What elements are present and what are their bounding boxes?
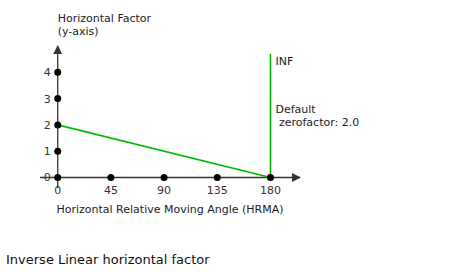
y-tick-label: 0 — [44, 171, 51, 184]
y-tick-label: 1 — [44, 145, 51, 158]
annotation: Default zerofactor: 2.0 — [275, 103, 359, 129]
annotation-line: Default — [275, 103, 316, 116]
point — [54, 69, 61, 76]
title: Inverse Linear horizontal factor — [6, 252, 210, 267]
x-tick-label: 45 — [104, 184, 118, 197]
y-axis-line — [57, 46, 58, 188]
point — [54, 148, 61, 155]
y-tick-label: 2 — [44, 119, 51, 132]
x-axis-line — [40, 177, 300, 178]
point — [54, 121, 61, 128]
y-axis-label: (y-axis) — [58, 25, 99, 38]
annotation-line: zerofactor: 2.0 — [275, 116, 359, 129]
y-tick-label: 4 — [44, 66, 51, 79]
line — [58, 125, 271, 178]
line — [270, 54, 272, 178]
x-axis-label: Horizontal Relative Moving Angle (HRMA) — [56, 203, 283, 216]
point — [267, 174, 274, 181]
x-tick-label: 180 — [260, 184, 281, 197]
annotation: INF — [275, 55, 293, 68]
x-tick-label: 90 — [157, 184, 171, 197]
plot-area — [54, 54, 274, 181]
y-tick-label: 3 — [44, 93, 51, 106]
point — [107, 174, 114, 181]
x-tick-label: 0 — [54, 184, 61, 197]
y-axis-label: Horizontal Factor — [58, 12, 152, 25]
annotation-line: INF — [275, 55, 293, 68]
point — [54, 95, 61, 102]
chart: 0 45 90 135 180 0 1 2 3 4 INF Default zerofactor: 2… — [0, 0, 461, 272]
point — [54, 174, 61, 181]
x-tick-label: 135 — [207, 184, 228, 197]
point — [214, 174, 221, 181]
point — [161, 174, 168, 181]
